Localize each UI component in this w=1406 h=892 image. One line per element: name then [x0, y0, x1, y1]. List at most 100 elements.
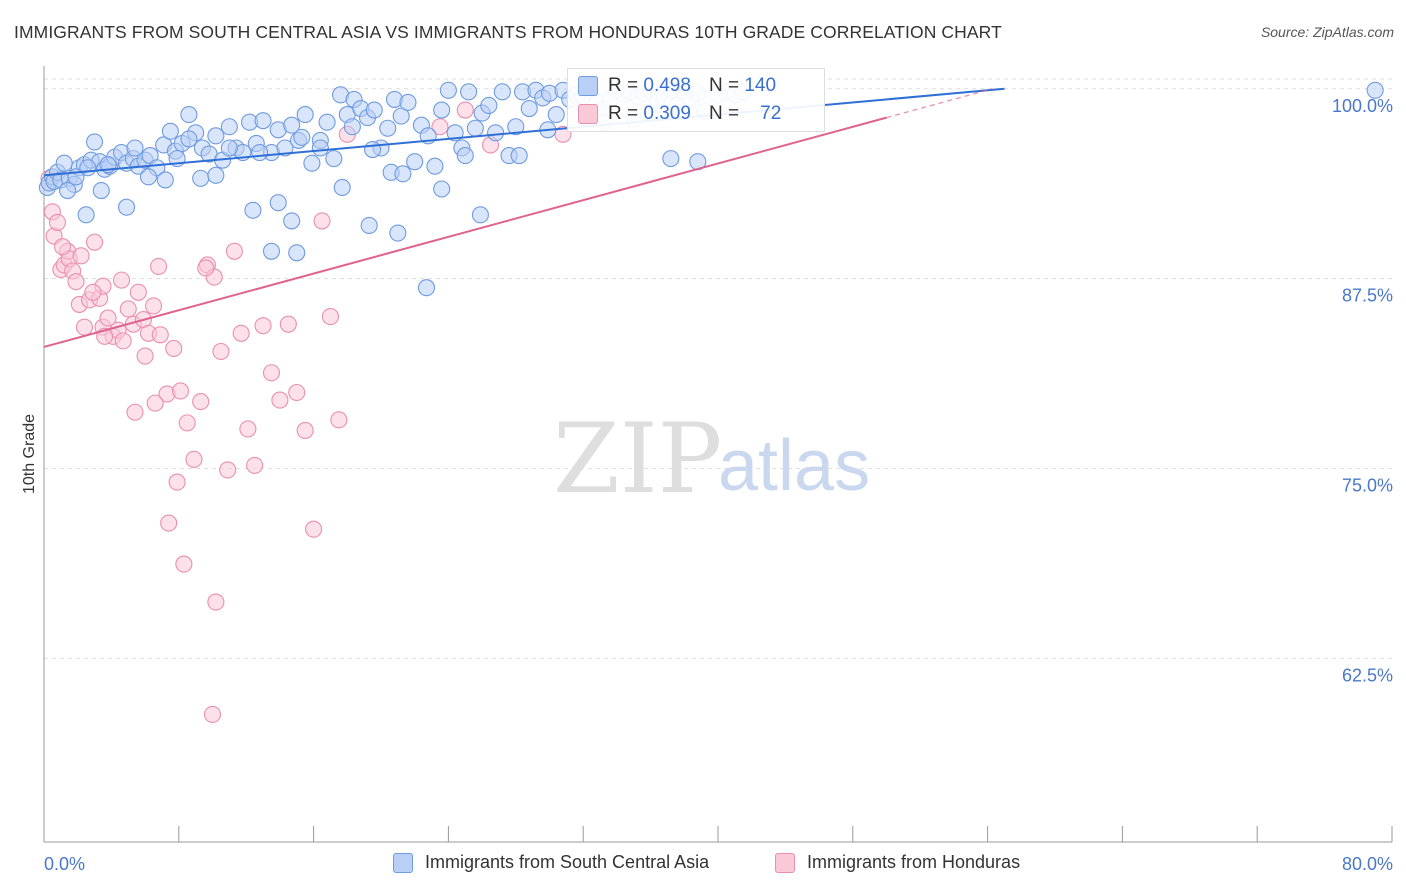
- south-central-asia-point: [394, 165, 412, 183]
- stats-n-label: N =: [708, 103, 740, 124]
- south-central-asia-point: [392, 107, 410, 125]
- south-central-asia-point: [207, 127, 225, 145]
- trend-line-honduras-extension: [886, 88, 993, 119]
- legend-item-south-central-asia[interactable]: Immigrants from South Central Asia: [393, 852, 709, 873]
- south-central-asia-point: [460, 83, 478, 101]
- stats-box: R = 0.498 N = 140 R = 0.309 N = 72: [567, 68, 825, 132]
- honduras-point: [254, 317, 272, 335]
- honduras-point: [160, 514, 178, 532]
- honduras-point: [232, 324, 250, 342]
- honduras-point: [53, 238, 72, 256]
- honduras-point: [136, 347, 154, 365]
- south-central-asia-point: [156, 171, 174, 189]
- south-central-asia-point: [406, 153, 424, 171]
- honduras-point: [151, 326, 169, 344]
- honduras-point: [207, 593, 225, 611]
- south-central-asia-point: [456, 147, 474, 165]
- south-central-asia-point: [180, 130, 198, 148]
- y-tick-label: 87.5%: [1342, 286, 1393, 306]
- honduras-point: [86, 233, 104, 251]
- stats-row-pink: R = 0.309 N = 72: [578, 101, 781, 127]
- south-central-asia-point: [487, 124, 505, 142]
- south-central-asia-point: [325, 150, 343, 168]
- south-central-asia-point: [180, 106, 198, 124]
- watermark-atlas: atlas: [718, 426, 870, 506]
- trend-line-south-central-asia: [43, 87, 1005, 177]
- south-central-asia-point: [220, 139, 238, 157]
- south-central-asia-point: [389, 224, 407, 242]
- honduras-point: [112, 271, 131, 289]
- south-central-asia-point: [311, 139, 329, 157]
- trend-lines: [43, 87, 1005, 348]
- honduras-point: [212, 342, 230, 361]
- south-central-asia-point: [480, 96, 498, 115]
- south-central-asia-point: [318, 113, 336, 131]
- south-central-asia-point: [251, 144, 269, 162]
- legend: Immigrants from South Central Asia Immig…: [0, 850, 1406, 880]
- south-central-asia-point: [92, 181, 110, 200]
- y-axis-label: 10th Grade: [21, 414, 38, 494]
- honduras-point: [150, 257, 168, 276]
- honduras-point: [175, 555, 193, 573]
- south-central-asia-point: [59, 181, 77, 200]
- stats-n-value: 140: [744, 75, 777, 96]
- honduras-point: [165, 339, 183, 358]
- y-tick-label: 62.5%: [1342, 665, 1393, 685]
- honduras-point: [431, 118, 449, 136]
- south-central-asia-point: [662, 150, 680, 168]
- watermark-zip: ZIP: [553, 403, 722, 515]
- south-central-asia-point: [207, 166, 225, 184]
- honduras-point: [185, 450, 203, 468]
- stats-row-blue: R = 0.498 N = 140: [578, 73, 776, 99]
- honduras-point: [144, 297, 163, 315]
- stats-r-label: R =: [608, 103, 639, 124]
- south-central-asia-point: [439, 81, 457, 99]
- y-tick-label: 100.0%: [1332, 96, 1393, 116]
- legend-label-honduras: Immigrants from Honduras: [807, 852, 1021, 872]
- south-central-asia-point: [433, 180, 451, 198]
- honduras-point: [168, 473, 186, 491]
- south-central-asia-point: [86, 133, 104, 151]
- south-central-asia-point: [262, 242, 281, 260]
- honduras-point: [126, 403, 144, 421]
- legend-swatch-pink: [775, 852, 795, 873]
- south-central-asia-point: [283, 212, 301, 230]
- south-central-asia-point: [466, 119, 484, 137]
- honduras-point: [146, 394, 164, 412]
- honduras-point: [330, 411, 348, 429]
- honduras-point: [129, 283, 147, 301]
- south-central-asia-point: [507, 118, 525, 136]
- south-central-asia-point: [379, 119, 397, 137]
- honduras-point: [197, 259, 215, 277]
- stats-r-label: R =: [608, 75, 639, 96]
- south-central-asia-point: [220, 118, 238, 136]
- honduras-point: [178, 414, 196, 432]
- stats-swatch-blue: [578, 76, 598, 96]
- honduras-point: [99, 309, 117, 327]
- honduras-point: [296, 421, 314, 440]
- south-central-asia-point: [296, 106, 314, 124]
- y-tick-label: 75.0%: [1342, 475, 1393, 495]
- south-central-asia-point: [283, 116, 301, 134]
- south-central-asia-point: [139, 168, 158, 186]
- honduras-point: [305, 520, 323, 538]
- honduras-point: [313, 212, 331, 230]
- stats-n-label: N =: [708, 75, 740, 96]
- south-central-asia-point: [343, 118, 361, 136]
- honduras-point: [192, 393, 210, 411]
- south-central-asia-point: [446, 124, 464, 142]
- grid-lines: [44, 78, 1392, 659]
- honduras-point: [288, 383, 306, 402]
- honduras-point: [203, 705, 222, 723]
- honduras-point: [114, 332, 132, 350]
- south-central-asia-point: [510, 147, 528, 165]
- south-central-asia-point: [433, 101, 451, 119]
- honduras-point: [239, 420, 257, 438]
- source-label: Source: ZipAtlas.com: [1260, 24, 1394, 40]
- south-central-asia-point: [126, 139, 144, 157]
- honduras-point: [246, 456, 264, 474]
- legend-item-honduras[interactable]: Immigrants from Honduras: [775, 852, 1020, 873]
- chart-title: IMMIGRANTS FROM SOUTH CENTRAL ASIA VS IM…: [14, 22, 1002, 42]
- stats-r-value: 0.498: [643, 75, 691, 96]
